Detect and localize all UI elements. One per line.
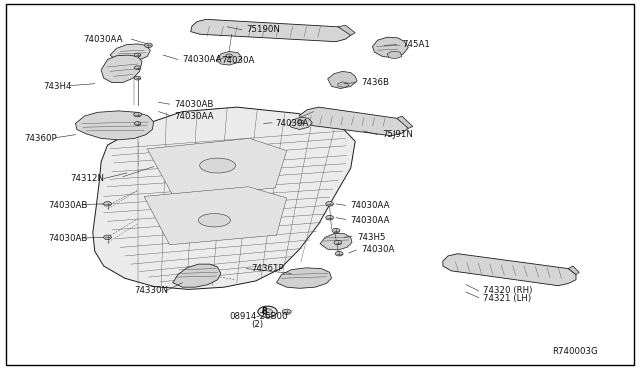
Circle shape: [332, 228, 340, 233]
Polygon shape: [216, 51, 242, 65]
Text: (2): (2): [251, 320, 263, 329]
Ellipse shape: [198, 214, 230, 227]
Text: 74360P: 74360P: [24, 134, 57, 143]
Text: 08914-26B00: 08914-26B00: [229, 312, 287, 321]
Polygon shape: [93, 107, 355, 289]
Polygon shape: [147, 138, 287, 198]
Text: 74030AA: 74030AA: [182, 55, 222, 64]
Polygon shape: [320, 234, 352, 250]
Polygon shape: [101, 55, 142, 83]
Text: 74030AB: 74030AB: [48, 201, 88, 210]
Polygon shape: [372, 37, 408, 58]
Text: 74030AA: 74030AA: [83, 35, 123, 44]
Polygon shape: [338, 25, 355, 35]
Text: 74320 (RH): 74320 (RH): [483, 286, 532, 295]
Polygon shape: [110, 44, 150, 61]
Polygon shape: [328, 71, 357, 89]
Circle shape: [334, 240, 342, 245]
Text: B: B: [261, 307, 267, 316]
Circle shape: [134, 112, 141, 117]
Text: 743H5: 743H5: [357, 233, 386, 242]
Text: 7436B: 7436B: [362, 78, 390, 87]
Polygon shape: [397, 116, 413, 128]
Polygon shape: [173, 264, 221, 287]
Text: 74030A: 74030A: [362, 246, 395, 254]
Ellipse shape: [200, 158, 236, 173]
Text: 75J91N: 75J91N: [383, 130, 413, 139]
Circle shape: [134, 66, 141, 70]
Text: 743H4: 743H4: [44, 82, 72, 91]
Text: 74312N: 74312N: [70, 174, 104, 183]
Circle shape: [134, 122, 141, 125]
Circle shape: [134, 76, 141, 80]
Text: 74321 (LH): 74321 (LH): [483, 294, 531, 303]
Circle shape: [335, 251, 343, 256]
Circle shape: [226, 54, 232, 58]
Text: 74361P: 74361P: [251, 264, 284, 273]
Text: 75190N: 75190N: [246, 25, 280, 33]
Circle shape: [298, 120, 304, 124]
Circle shape: [262, 309, 273, 315]
Circle shape: [134, 53, 141, 57]
Polygon shape: [338, 82, 349, 87]
Circle shape: [326, 202, 333, 206]
Circle shape: [258, 306, 277, 317]
Text: 74030A: 74030A: [275, 119, 308, 128]
Polygon shape: [144, 187, 287, 245]
Polygon shape: [289, 117, 312, 129]
Polygon shape: [76, 111, 154, 140]
Text: 74330N: 74330N: [134, 286, 168, 295]
Circle shape: [104, 202, 111, 206]
Text: 74030AB: 74030AB: [174, 100, 214, 109]
Polygon shape: [387, 51, 402, 59]
Polygon shape: [568, 266, 579, 275]
Polygon shape: [276, 268, 332, 288]
Polygon shape: [443, 254, 576, 286]
Text: 74030AA: 74030AA: [174, 112, 214, 121]
Text: 74030AB: 74030AB: [48, 234, 88, 243]
Polygon shape: [191, 19, 351, 42]
Text: 745A1: 745A1: [402, 40, 430, 49]
Circle shape: [145, 43, 152, 48]
Circle shape: [326, 215, 333, 220]
Circle shape: [104, 235, 111, 240]
Text: 74030A: 74030A: [221, 56, 254, 65]
Text: R740003G: R740003G: [552, 347, 597, 356]
Text: 74030AA: 74030AA: [351, 201, 390, 210]
Polygon shape: [300, 107, 408, 136]
Text: 74030AA: 74030AA: [351, 216, 390, 225]
Circle shape: [282, 309, 291, 314]
